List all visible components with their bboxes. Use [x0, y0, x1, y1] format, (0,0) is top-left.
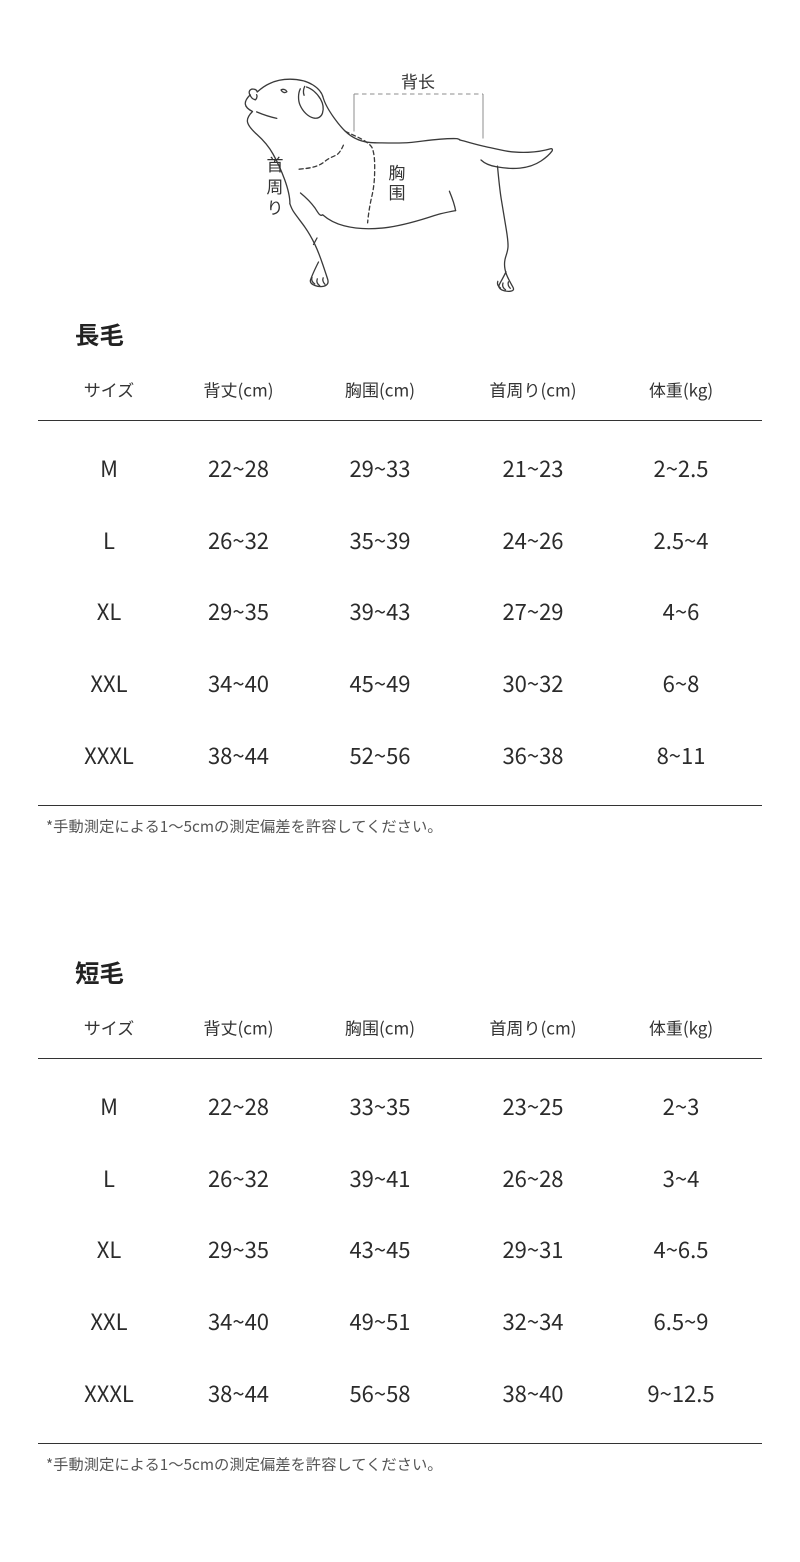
svg-text:背长: 背长 — [401, 68, 435, 93]
svg-text:围: 围 — [389, 179, 406, 204]
svg-text:り: り — [267, 194, 284, 219]
